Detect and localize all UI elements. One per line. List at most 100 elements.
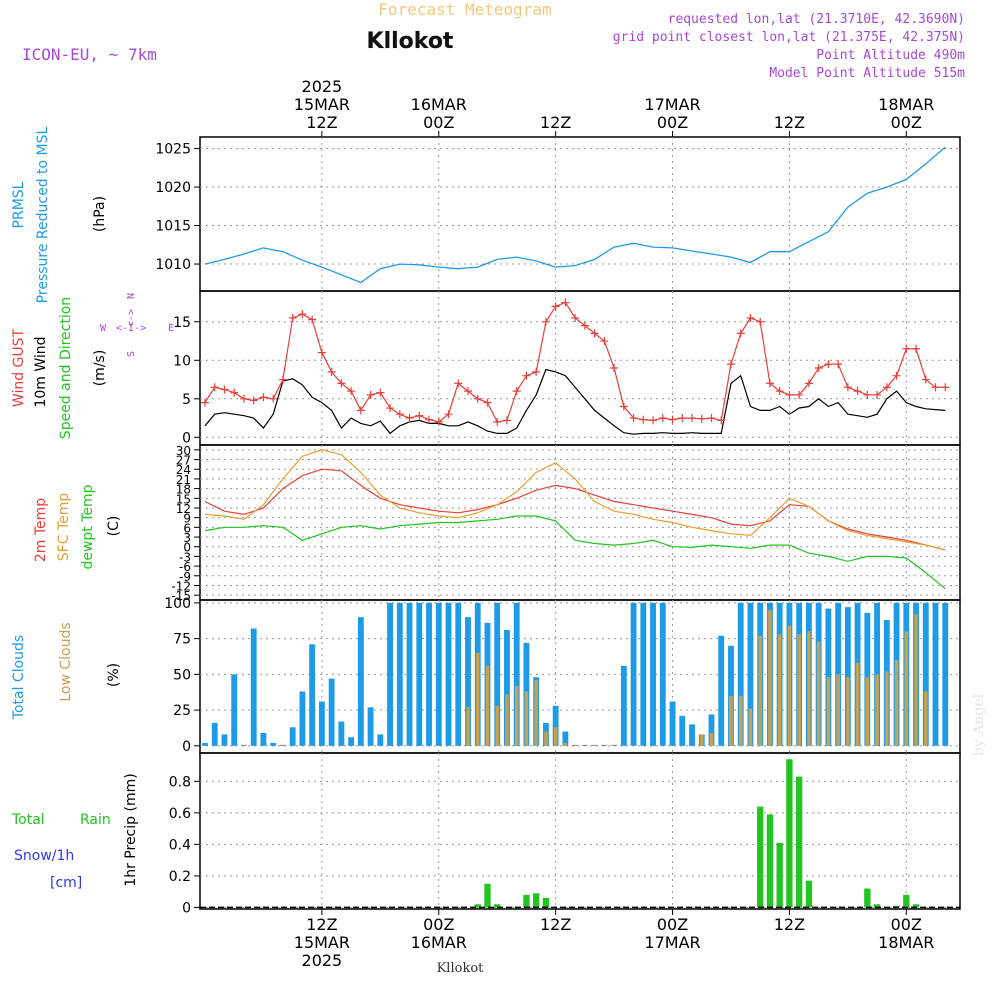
time-tick-label: 18MAR	[878, 933, 934, 952]
rain-bar	[533, 893, 540, 908]
wind-gust-marker	[269, 394, 278, 403]
wind-gust-marker	[249, 396, 258, 405]
total-cloud-bar	[932, 602, 939, 746]
wind-gust-marker	[629, 414, 638, 423]
wind-gust-marker	[639, 415, 648, 424]
rain-label-total: Total	[11, 812, 45, 828]
total-cloud-bar	[211, 722, 218, 746]
total-cloud-bar	[942, 602, 949, 746]
y-tick-label: 0	[183, 541, 191, 555]
data-layer	[200, 146, 960, 909]
total-cloud-bar	[445, 602, 452, 746]
wind-gust-marker	[327, 367, 336, 376]
info-grid-coords: grid point closest lon,lat (21.375E, 42.…	[613, 30, 965, 45]
low-cloud-bar	[855, 662, 860, 746]
wind-gust-label: Wind GUST	[11, 328, 27, 407]
wind-gust-marker	[863, 390, 872, 399]
rain-bar	[795, 776, 803, 908]
y-tick-label: 0	[182, 430, 191, 446]
wind-gust-marker	[668, 415, 677, 424]
wind-gust-marker	[386, 404, 395, 413]
t2m-line	[204, 468, 946, 551]
sfc-temp-line	[204, 449, 946, 551]
wind-label: 10m Wind	[33, 336, 49, 407]
rain-bar	[474, 904, 481, 908]
wind-gust-marker	[580, 321, 589, 330]
wind-gust-marker	[317, 348, 326, 357]
y-tick-label: 18	[176, 483, 191, 497]
rain-bar	[776, 842, 783, 908]
wind-gust-marker	[658, 414, 667, 423]
total-cloud-bar	[513, 602, 520, 746]
total-cloud-bar	[572, 744, 579, 746]
wind-gust-marker	[853, 387, 862, 396]
rain-bar	[786, 759, 793, 908]
wind-gust-marker	[561, 298, 570, 307]
wind-gust-marker	[912, 344, 921, 353]
total-cloud-bar	[611, 744, 618, 746]
total-cloud-bar	[270, 742, 277, 746]
low-cloud-bar	[466, 707, 470, 746]
low-cloud-bar	[729, 695, 733, 746]
wind-gust-marker	[717, 416, 726, 425]
low-cloud-bar	[475, 652, 480, 746]
axis-layer: 1010101510201025051015-15-12-9-6-3036912…	[155, 77, 934, 970]
total-cloud-bar	[689, 724, 695, 746]
wind-unit: (m/s)	[92, 350, 108, 387]
total-cloud-bar	[874, 602, 880, 746]
wind-gust-marker	[882, 383, 891, 392]
precip-panel-frame	[199, 752, 961, 910]
wind-gust-marker	[571, 313, 580, 322]
y-tick-label: 21	[176, 473, 191, 487]
total-cloud-bar	[747, 602, 754, 746]
total-cloud-bar	[426, 602, 432, 746]
y-tick-label: 5	[182, 392, 191, 408]
low-cloud-bar	[865, 677, 870, 746]
time-tick-label: 2025	[302, 951, 343, 970]
total-cloud-bar	[737, 602, 744, 746]
rain-bar	[523, 894, 530, 908]
time-tick-label: 2025	[302, 77, 343, 96]
temp-panel-frame	[199, 444, 961, 601]
wind-gust-marker	[463, 387, 472, 396]
wind-gust-marker	[347, 387, 356, 396]
wind-gust-marker	[941, 383, 950, 392]
low-cloud-bar	[748, 708, 753, 746]
low-cloud-bar	[709, 732, 714, 746]
info-point-altitude: Point Altitude 490m	[816, 48, 965, 63]
compass-n: N	[126, 293, 137, 299]
total-cloud-bar	[835, 602, 842, 746]
low-cloud-bar	[505, 694, 509, 746]
total-cloud-bar	[328, 678, 335, 746]
total-cloud-bar	[669, 701, 676, 746]
wind-gust-marker	[610, 364, 619, 372]
time-tick-label: 00Z	[891, 915, 922, 934]
time-tick-label: 12Z	[540, 113, 571, 132]
low-cloud-bar	[563, 742, 568, 746]
total-cloud-bar	[844, 607, 851, 746]
time-tick-label: 17MAR	[644, 933, 700, 952]
time-tick-label: 18MAR	[878, 95, 934, 114]
model-label: ICON-EU, ~ 7km	[22, 45, 157, 64]
y-tick-label: 1015	[155, 219, 191, 235]
rain-bar	[757, 806, 764, 908]
time-tick-label: 00Z	[423, 915, 454, 934]
wind-gust-marker	[619, 402, 628, 411]
wind-gust-marker	[834, 360, 843, 369]
time-tick-label: 12Z	[306, 113, 337, 132]
wind-gust-marker	[756, 317, 765, 326]
wind-gust-marker	[512, 387, 521, 396]
time-tick-label: 15MAR	[294, 933, 350, 952]
t2m-label: 2m Temp	[33, 498, 49, 562]
low-cloud-bar	[514, 685, 519, 746]
wind-gust-marker	[434, 417, 443, 426]
wind-gust-marker	[785, 390, 794, 399]
rain-bar	[766, 814, 774, 908]
wind-gust-marker	[590, 329, 599, 338]
wind-gust-marker	[649, 416, 658, 425]
y-tick-label: 24	[176, 463, 191, 477]
y-tick-label: 1010	[155, 257, 191, 273]
low-cloud-bar	[904, 631, 909, 746]
low-cloud-bar	[777, 634, 782, 746]
pressure-panel-frame	[199, 136, 961, 292]
